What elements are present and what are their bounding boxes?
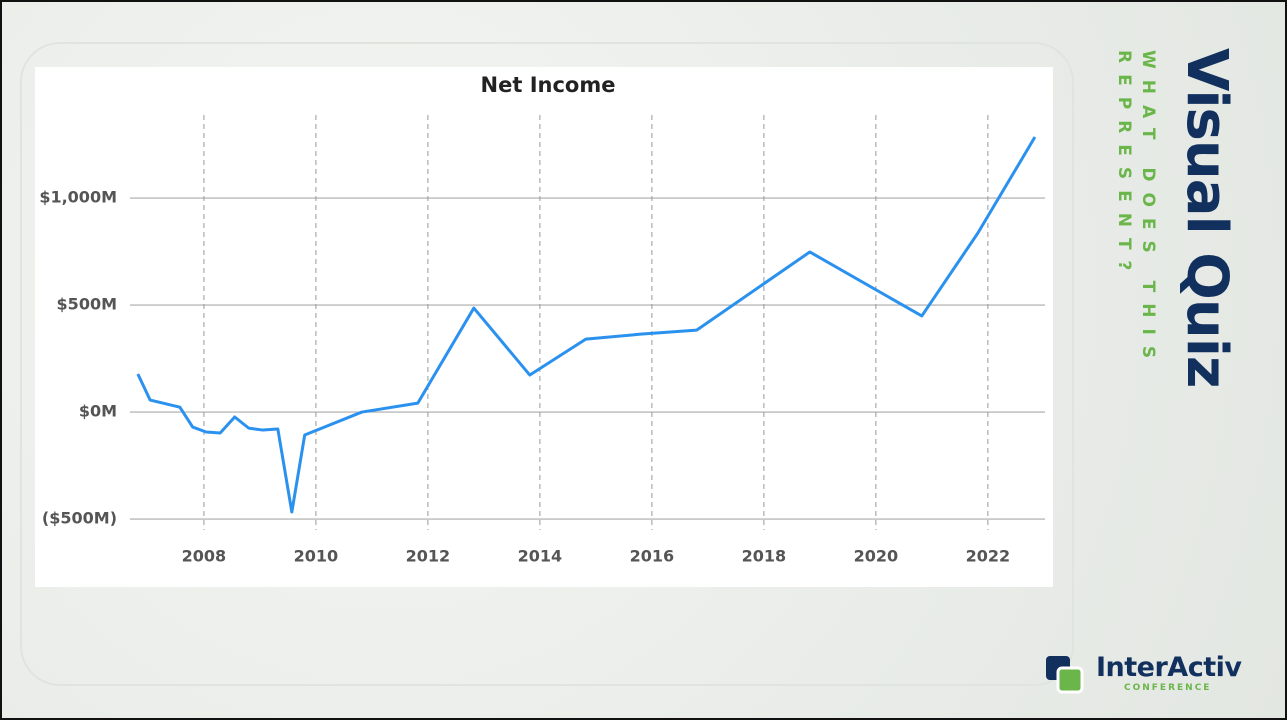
chart-title: Net Income xyxy=(481,73,616,97)
y-tick-label: ($500M) xyxy=(42,509,117,528)
logo-name: InterActiv xyxy=(1096,652,1242,683)
y-tick-label: $1,000M xyxy=(39,188,117,207)
y-tick-label: $500M xyxy=(57,295,117,314)
x-tick-label: 2020 xyxy=(854,547,899,566)
y-tick-label: $0M xyxy=(79,402,117,421)
x-tick-label: 2010 xyxy=(294,547,339,566)
side-subtitle: WHAT DOES THIS REPRESENT? xyxy=(1114,50,1158,370)
x-tick-label: 2008 xyxy=(182,547,227,566)
side-title: Visual Quiz xyxy=(1174,48,1239,388)
decoration xyxy=(20,42,1074,686)
x-tick-label: 2016 xyxy=(630,547,675,566)
logo-sub: CONFERENCE xyxy=(1124,683,1212,693)
x-tick-label: 2022 xyxy=(966,547,1011,566)
x-tick-label: 2014 xyxy=(518,547,563,566)
x-tick-label: 2018 xyxy=(742,547,787,566)
chart: Net Income ($500M) $0M $500M $1,000M 2008 201… xyxy=(39,73,1045,566)
chart-panel: Net Income ($500M) $0M $500M $1,000M 2008 201… xyxy=(35,67,1053,587)
line xyxy=(136,136,1037,514)
logo: InterActiv CONFERENCE xyxy=(1044,652,1264,696)
x-tick-label: 2012 xyxy=(406,547,451,566)
logo-icon xyxy=(1046,656,1084,694)
